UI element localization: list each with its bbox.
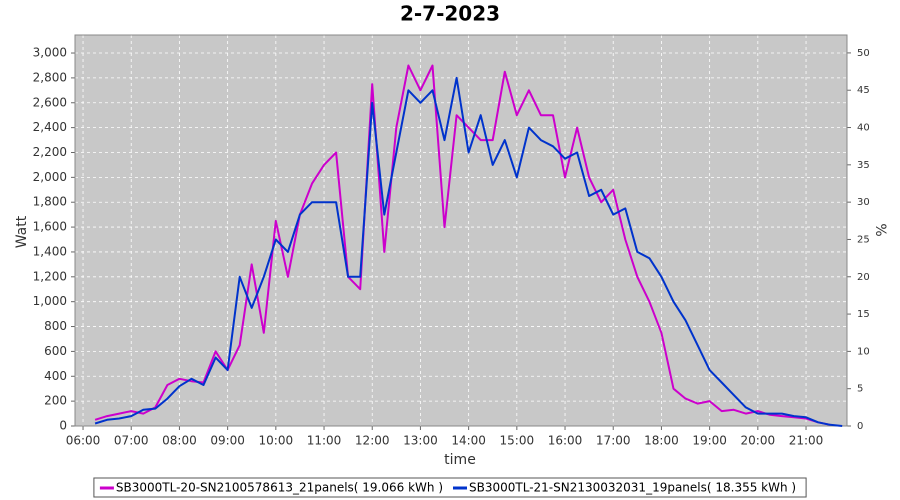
plot-area bbox=[75, 35, 847, 426]
y-tick-label: 400 bbox=[44, 369, 67, 383]
y2-tick-label: 30 bbox=[857, 197, 870, 208]
y-tick-label: 1,200 bbox=[33, 269, 67, 283]
series-line bbox=[94, 76, 843, 427]
y-tick-label: 1,400 bbox=[33, 244, 67, 258]
x-tick-label: 06:00 bbox=[66, 434, 101, 448]
y-tick-label: 2,800 bbox=[33, 70, 67, 84]
y2-tick-label: 40 bbox=[857, 123, 870, 134]
x-tick-label: 17:00 bbox=[596, 434, 631, 448]
legend-label: SB3000TL-20-SN2100578613_21panels( 19.06… bbox=[116, 481, 443, 495]
x-tick-label: 20:00 bbox=[741, 434, 776, 448]
x-tick-label: 07:00 bbox=[114, 434, 149, 448]
x-tick-label: 13:00 bbox=[403, 434, 438, 448]
y-tick-label: 1,000 bbox=[33, 294, 67, 308]
y2-tick-label: 10 bbox=[857, 346, 870, 357]
y-tick-label: 2,000 bbox=[33, 170, 67, 184]
y2-tick-label: 50 bbox=[857, 48, 870, 59]
legend-label: SB3000TL-21-SN2130032031_19panels( 18.35… bbox=[469, 481, 796, 495]
y-tick-label: 200 bbox=[44, 394, 67, 408]
y-tick-label: 800 bbox=[44, 319, 67, 333]
x-tick-label: 18:00 bbox=[644, 434, 679, 448]
y2-tick-label: 20 bbox=[857, 272, 870, 283]
y-tick-label: 0 bbox=[59, 419, 67, 433]
x-tick-label: 19:00 bbox=[692, 434, 727, 448]
x-tick-label: 09:00 bbox=[210, 434, 245, 448]
y-tick-label: 2,600 bbox=[33, 95, 67, 109]
x-tick-label: 16:00 bbox=[548, 434, 583, 448]
y-tick-label: 2,400 bbox=[33, 120, 67, 134]
y2-tick-label: 0 bbox=[857, 421, 863, 432]
legend-box bbox=[93, 477, 807, 498]
x-tick-label: 14:00 bbox=[451, 434, 486, 448]
y-tick-label: 2,200 bbox=[33, 145, 67, 159]
plot-border bbox=[74, 34, 848, 427]
y-axis-title: Watt bbox=[14, 215, 30, 248]
y-tick-label: 1,600 bbox=[33, 220, 67, 234]
x-tick-label: 21:00 bbox=[789, 434, 824, 448]
y2-tick-label: 45 bbox=[857, 85, 870, 96]
x-tick-label: 15:00 bbox=[500, 434, 535, 448]
y-tick-label: 3,000 bbox=[33, 46, 67, 60]
y-tick-label: 1,800 bbox=[33, 195, 67, 209]
x-tick-label: 11:00 bbox=[307, 434, 342, 448]
chart-title: 2-7-2023 bbox=[400, 2, 500, 26]
y2-tick-label: 25 bbox=[857, 234, 870, 245]
y-tick-label: 600 bbox=[44, 344, 67, 358]
y2-tick-label: 15 bbox=[857, 309, 870, 320]
x-axis-title: time bbox=[444, 452, 476, 468]
y2-axis-title: % bbox=[872, 223, 888, 236]
y2-tick-label: 35 bbox=[857, 160, 870, 171]
x-tick-label: 10:00 bbox=[259, 434, 294, 448]
y2-tick-label: 5 bbox=[857, 384, 863, 395]
x-tick-label: 08:00 bbox=[162, 434, 197, 448]
x-tick-label: 12:00 bbox=[355, 434, 390, 448]
